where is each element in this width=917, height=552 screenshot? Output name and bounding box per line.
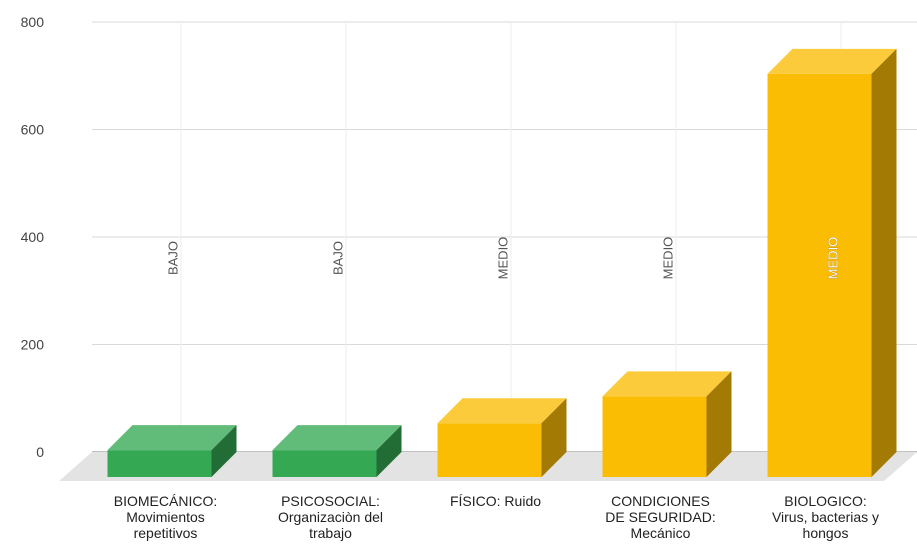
x-tick-label: BIOMECÁNICO: Movimientos repetitivos bbox=[114, 493, 217, 541]
data-label: BAJO bbox=[330, 241, 345, 275]
x-tick-label-line: trabajo bbox=[309, 525, 352, 541]
data-label: MEDIO bbox=[825, 237, 840, 280]
y-tick-label: 200 bbox=[21, 337, 45, 353]
y-tick-label: 0 bbox=[36, 444, 44, 460]
x-tick-label-line: Virus, bacterias y bbox=[772, 509, 879, 525]
x-tick-label-line: DE SEGURIDAD: bbox=[605, 509, 715, 525]
bar-top bbox=[767, 48, 897, 74]
bar-side bbox=[376, 425, 402, 477]
bar-side bbox=[541, 398, 567, 477]
bar-front bbox=[272, 450, 377, 477]
data-label: MEDIO bbox=[660, 237, 675, 280]
x-tick-label-line: repetitivos bbox=[134, 525, 198, 541]
x-tick-label: FÍSICO: Ruido bbox=[450, 493, 541, 509]
bar-front bbox=[767, 73, 872, 477]
y-tick-label: 800 bbox=[21, 14, 45, 30]
x-tick-label: BIOLOGICO: Virus, bacterias y hongos bbox=[772, 493, 879, 541]
x-tick-label-line: BIOMECÁNICO: bbox=[114, 493, 217, 509]
bar-top bbox=[437, 398, 567, 424]
x-axis-ticks: BIOMECÁNICO: Movimientos repetitivos PSICOS… bbox=[114, 493, 879, 541]
bar-front bbox=[437, 423, 542, 477]
data-label: BAJO bbox=[165, 241, 180, 275]
x-tick-label-line: Organizaciòn del bbox=[278, 509, 383, 525]
y-axis-ticks: 0 200 400 600 800 bbox=[21, 14, 45, 460]
bar-top bbox=[602, 371, 732, 397]
bar-side bbox=[706, 371, 732, 477]
x-tick-label: PSICOSOCIAL: Organizaciòn del trabajo bbox=[278, 493, 383, 541]
data-labels: BAJO BAJO MEDIO MEDIO MEDIO bbox=[165, 236, 840, 280]
bar-front bbox=[107, 450, 212, 477]
bar-side bbox=[211, 425, 237, 477]
x-tick-label-line: Mecánico bbox=[631, 525, 691, 541]
x-tick-label-line: Movimientos bbox=[126, 509, 205, 525]
bar-top bbox=[107, 425, 237, 451]
x-tick-label-line: BIOLOGICO: bbox=[784, 493, 866, 509]
data-label: MEDIO bbox=[495, 237, 510, 280]
x-tick-label-line: hongos bbox=[803, 525, 849, 541]
bar-side bbox=[871, 48, 897, 477]
bars bbox=[107, 48, 897, 477]
x-tick-label: CONDICIONES DE SEGURIDAD: Mecánico bbox=[605, 493, 715, 541]
bar-top bbox=[272, 425, 402, 451]
bar-front bbox=[602, 396, 707, 477]
x-tick-label-line: CONDICIONES bbox=[611, 493, 710, 509]
y-tick-label: 600 bbox=[21, 122, 45, 138]
x-tick-label-line: FÍSICO: Ruido bbox=[450, 493, 541, 509]
y-tick-label: 400 bbox=[21, 229, 45, 245]
x-tick-label-line: PSICOSOCIAL: bbox=[281, 493, 380, 509]
